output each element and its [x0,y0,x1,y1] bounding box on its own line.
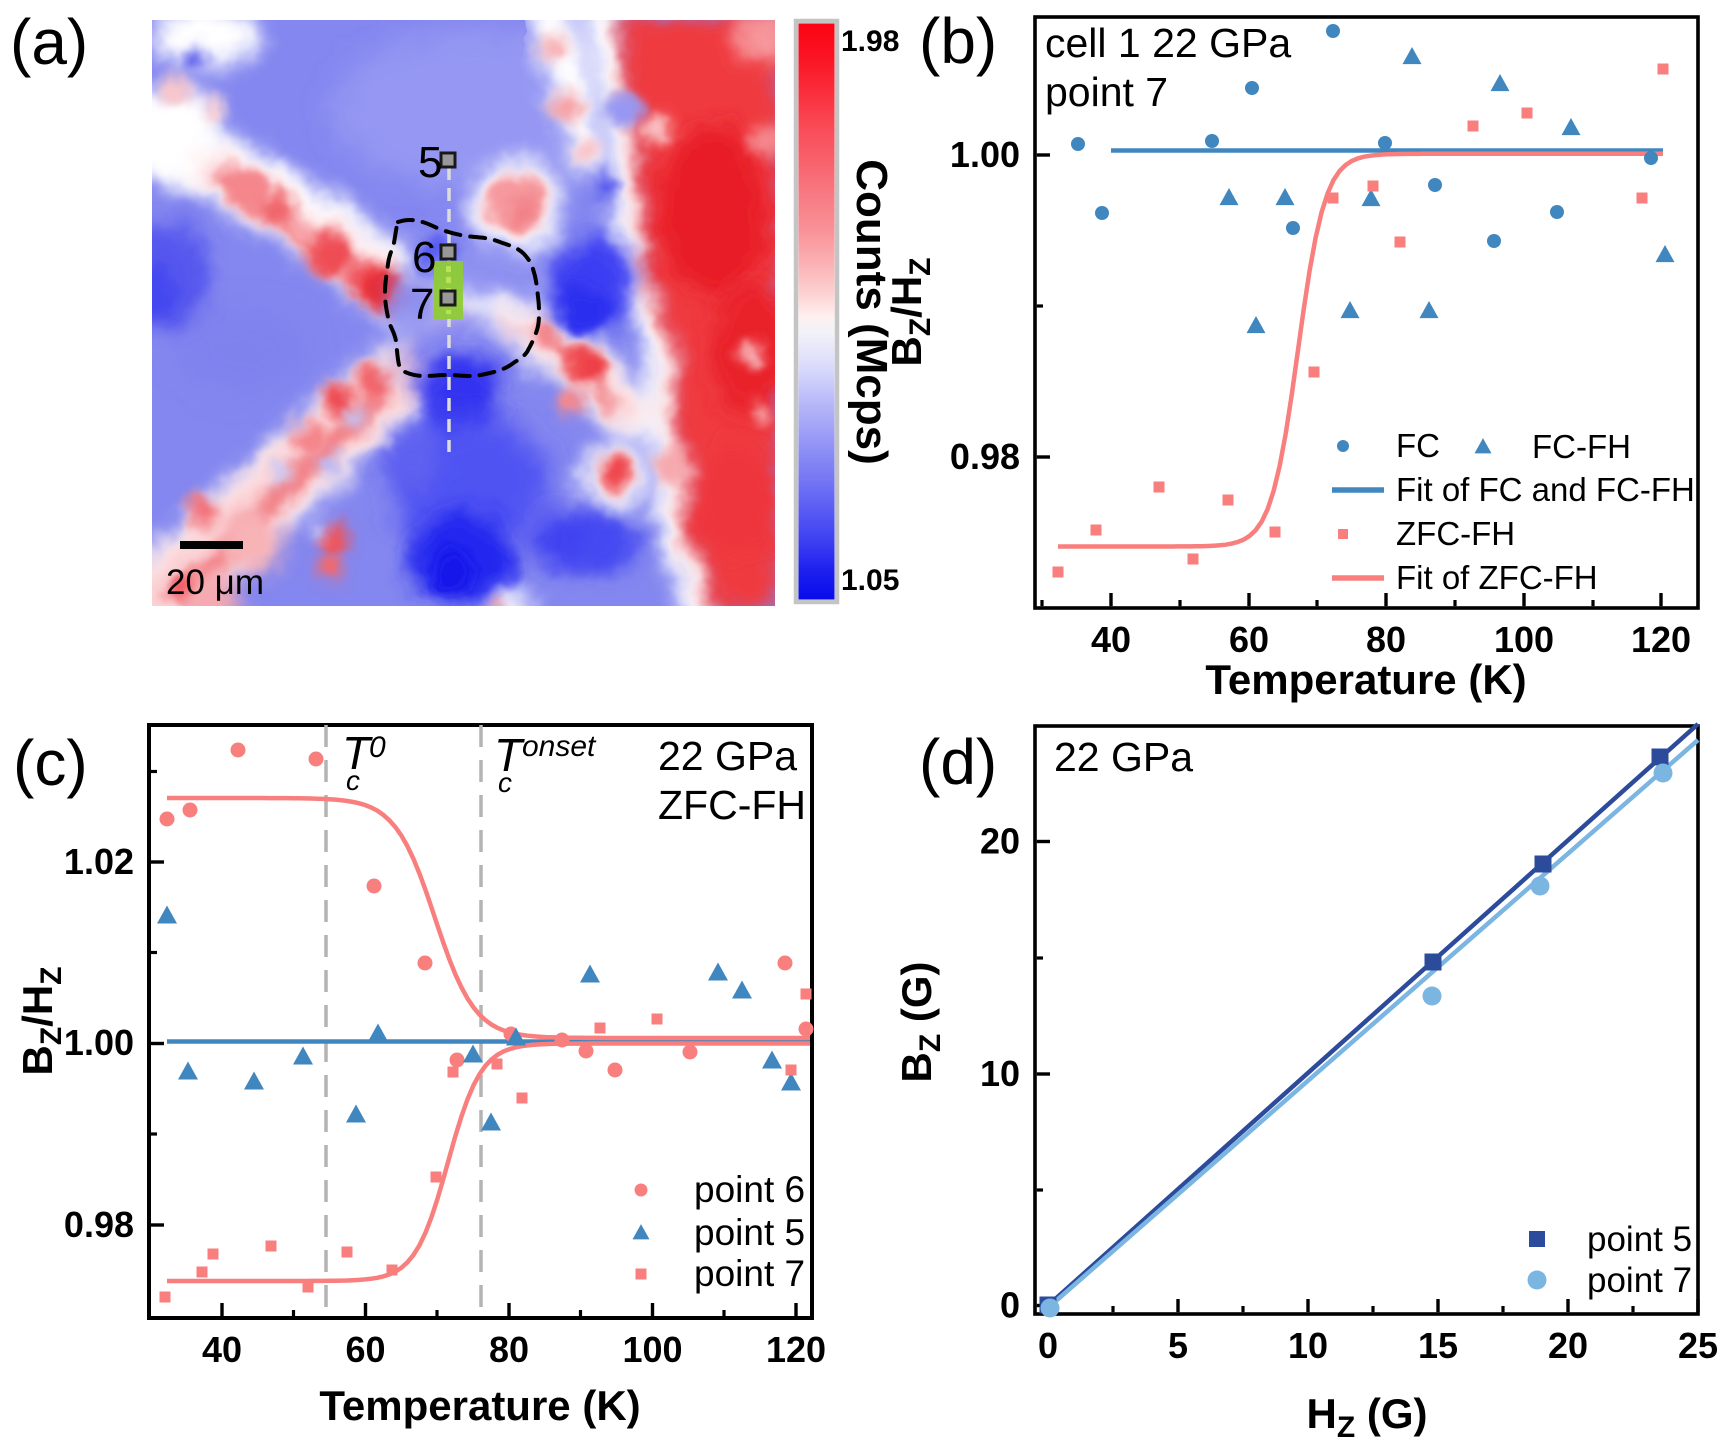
svg-text:0: 0 [1038,1325,1058,1366]
svg-text:100: 100 [1494,619,1554,660]
svg-text:0: 0 [369,731,386,764]
svg-text:ZFC-FH: ZFC-FH [1396,515,1515,552]
svg-text:10: 10 [980,1053,1020,1094]
svg-text:point 7: point 7 [1587,1261,1692,1300]
svg-text:HZ (G): HZ (G) [1307,1390,1428,1444]
svg-text:120: 120 [1631,619,1691,660]
svg-text:(a): (a) [10,6,88,78]
svg-text:60: 60 [345,1329,385,1370]
svg-text:point 5: point 5 [694,1212,805,1253]
svg-text:point 5: point 5 [1587,1220,1692,1259]
svg-text:(d): (d) [919,726,997,798]
svg-text:point 7: point 7 [694,1253,805,1294]
svg-text:80: 80 [489,1329,529,1370]
svg-text:40: 40 [1091,619,1131,660]
svg-text:0: 0 [1000,1285,1020,1326]
svg-text:100: 100 [622,1329,682,1370]
svg-text:20 μm: 20 μm [166,563,264,602]
svg-text:FC: FC [1396,427,1440,464]
svg-text:10: 10 [1288,1325,1328,1366]
svg-text:Temperature (K): Temperature (K) [319,1382,640,1429]
svg-text:Counts (Mcps): Counts (Mcps) [847,159,896,465]
svg-text:6: 6 [412,233,436,282]
svg-text:22 GPa: 22 GPa [658,733,797,779]
svg-text:0.98: 0.98 [64,1204,134,1245]
svg-text:T: T [494,729,525,781]
svg-text:80: 80 [1366,619,1406,660]
svg-text:(c): (c) [13,727,88,799]
svg-text:BZ (G): BZ (G) [893,962,947,1083]
svg-text:20: 20 [980,821,1020,862]
svg-text:onset: onset [522,730,597,763]
svg-text:Fit of FC and FC-FH: Fit of FC and FC-FH [1396,471,1695,508]
svg-text:5: 5 [1168,1325,1188,1366]
svg-text:120: 120 [766,1329,826,1370]
svg-text:7: 7 [410,280,434,329]
svg-text:22 GPa: 22 GPa [1054,734,1193,780]
svg-text:Temperature (K): Temperature (K) [1205,656,1526,703]
svg-text:c: c [346,765,360,796]
svg-text:FC-FH: FC-FH [1532,428,1631,465]
svg-text:40: 40 [202,1329,242,1370]
svg-text:(b): (b) [919,5,997,77]
svg-text:1.98: 1.98 [841,25,899,58]
svg-text:cell 1 22 GPa: cell 1 22 GPa [1045,20,1291,66]
svg-text:60: 60 [1229,619,1269,660]
svg-text:20: 20 [1548,1325,1588,1366]
svg-text:Fit of ZFC-FH: Fit of ZFC-FH [1396,559,1598,596]
svg-text:15: 15 [1418,1325,1458,1366]
svg-text:BZ/HZ: BZ/HZ [883,258,937,367]
svg-text:point 6: point 6 [694,1169,805,1210]
svg-text:1.00: 1.00 [950,134,1020,175]
svg-text:1.05: 1.05 [841,564,899,597]
svg-text:point 7: point 7 [1045,69,1168,115]
svg-text:25: 25 [1678,1325,1718,1366]
svg-text:1.00: 1.00 [64,1022,134,1063]
svg-text:0.98: 0.98 [950,436,1020,477]
svg-text:5: 5 [418,138,442,187]
svg-text:1.02: 1.02 [64,841,134,882]
svg-text:T: T [342,727,373,779]
svg-text:c: c [498,767,512,798]
svg-text:ZFC-FH: ZFC-FH [658,782,806,828]
